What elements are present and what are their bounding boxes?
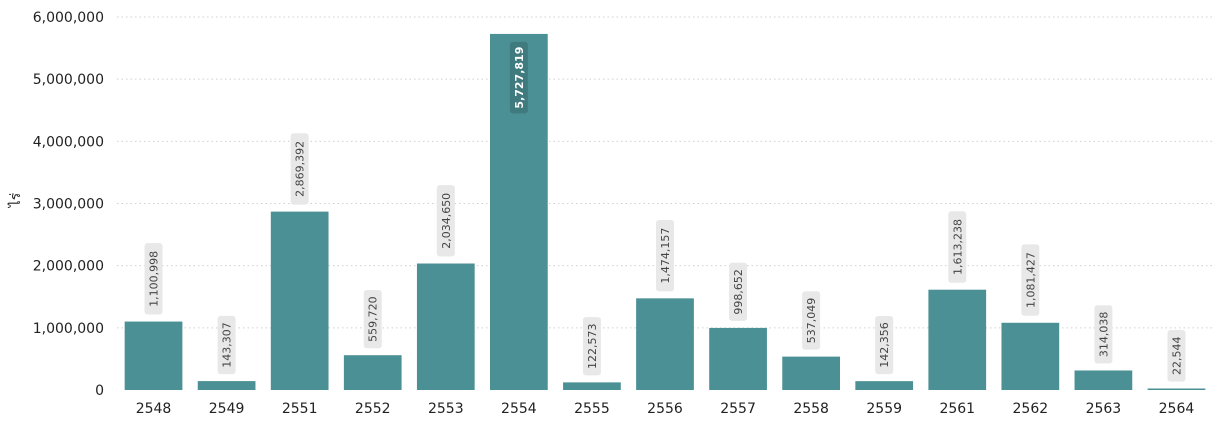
data-label-text: 559,720	[367, 296, 380, 342]
data-label: 143,307	[217, 315, 236, 375]
data-labels: 1,100,998 143,307 2,869,392 559,720 2,034,65…	[144, 41, 1186, 382]
data-label: 5,727,819	[509, 41, 528, 114]
x-tick-label: 2564	[1159, 401, 1195, 417]
x-tick-label: 2553	[428, 401, 464, 417]
data-label-text: 998,652	[732, 269, 745, 315]
x-tick-label: 2558	[793, 401, 829, 417]
data-label-text: 142,356	[878, 322, 891, 368]
y-axis-ticks: 0 1,000,000 2,000,000 3,000,000 4,000,000 5,0…	[33, 10, 104, 399]
bar	[1001, 322, 1060, 390]
y-tick-label: 4,000,000	[33, 134, 104, 150]
data-label-bg	[582, 317, 601, 376]
x-tick-label: 2556	[647, 401, 683, 417]
bar	[636, 298, 694, 390]
data-label-bg	[1094, 305, 1113, 364]
data-label: 1,100,998	[144, 243, 163, 315]
data-label-text: 537,049	[805, 298, 818, 344]
x-tick-label: 2549	[209, 401, 245, 417]
x-tick-label: 2561	[939, 401, 975, 417]
x-tick-label: 2563	[1086, 401, 1122, 417]
y-tick-label: 0	[95, 383, 104, 399]
bar	[197, 381, 256, 390]
data-label-bg	[436, 185, 455, 257]
data-label-text: 143,307	[221, 322, 234, 368]
bar	[124, 321, 183, 390]
data-label: 1,613,238	[948, 211, 967, 283]
data-label-bg	[875, 315, 894, 375]
data-label-text: 5,727,819	[513, 47, 526, 109]
data-label-text: 1,474,157	[659, 228, 672, 284]
data-label: 559,720	[363, 290, 382, 349]
data-label: 1,474,157	[656, 219, 674, 292]
bar	[855, 381, 914, 390]
data-label-text: 122,573	[586, 324, 599, 370]
bars	[124, 33, 1206, 390]
y-tick-label: 3,000,000	[33, 197, 104, 213]
data-label: 122,573	[582, 317, 601, 376]
bar	[416, 263, 475, 390]
data-label: 314,038	[1094, 305, 1113, 364]
data-label: 22,544	[1167, 329, 1186, 382]
bar	[709, 327, 767, 390]
bar	[928, 289, 987, 390]
data-label-bg	[290, 133, 309, 205]
data-label-text: 2,869,392	[294, 141, 307, 197]
data-label-text: 1,613,238	[951, 219, 964, 275]
data-label-bg	[656, 219, 674, 292]
data-label-bg	[729, 262, 748, 321]
x-tick-label: 2557	[720, 401, 756, 417]
data-label-bg	[802, 291, 821, 350]
data-label: 142,356	[875, 315, 894, 375]
data-label-text: 2,034,650	[440, 193, 453, 249]
bar	[1074, 370, 1133, 390]
bar	[782, 356, 840, 390]
data-label-bg	[948, 211, 967, 283]
bar	[1147, 388, 1206, 390]
data-label: 998,652	[729, 262, 748, 321]
data-label-text: 1,081,427	[1024, 252, 1037, 308]
data-label-bg	[217, 315, 236, 375]
x-tick-label: 2554	[501, 401, 537, 417]
y-tick-label: 2,000,000	[33, 259, 104, 275]
y-tick-label: 5,000,000	[33, 72, 104, 88]
data-label-text: 314,038	[1097, 312, 1110, 358]
x-tick-label: 2559	[866, 401, 902, 417]
data-label: 2,869,392	[290, 133, 309, 205]
x-tick-label: 2562	[1013, 401, 1049, 417]
x-axis-ticks: 2548 2549 2551 2552 2553 2554 2555 2556 2557 2558…	[136, 401, 1195, 417]
x-tick-label: 2548	[136, 401, 172, 417]
x-tick-label: 2551	[282, 401, 318, 417]
data-label: 537,049	[802, 291, 821, 350]
data-label-text: 1,100,998	[148, 251, 161, 307]
data-label-bg	[1167, 329, 1186, 382]
data-label-bg	[144, 243, 163, 315]
data-label-bg	[363, 290, 382, 349]
data-label: 2,034,650	[436, 185, 455, 257]
bar	[343, 355, 402, 390]
data-label: 1,081,427	[1021, 244, 1040, 316]
data-label-text: 22,544	[1170, 337, 1183, 376]
y-axis-label: ไร่	[7, 192, 24, 208]
y-tick-label: 6,000,000	[33, 10, 104, 26]
bar	[270, 211, 329, 390]
data-label-bg	[509, 41, 528, 114]
x-tick-label: 2552	[355, 401, 391, 417]
data-label-bg	[1021, 244, 1040, 316]
y-tick-label: 1,000,000	[33, 321, 104, 337]
bar	[563, 382, 621, 390]
x-tick-label: 2555	[574, 401, 610, 417]
